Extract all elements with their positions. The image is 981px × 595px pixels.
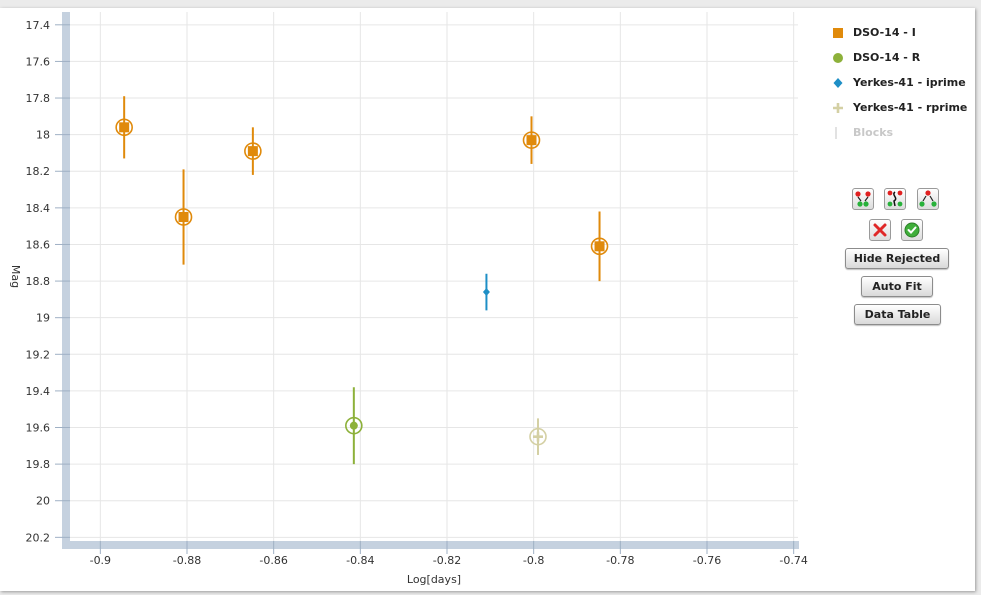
y-tick-label: 18.6 [26, 238, 51, 251]
y-tick-label: 18 [36, 129, 50, 142]
x-tick-label: -0.9 [90, 554, 111, 567]
legend-item[interactable]: DSO-14 - I [832, 25, 972, 50]
square-marker [594, 241, 605, 252]
lasso-select-icon [887, 190, 903, 207]
highlight-ring [115, 118, 133, 137]
light-curve-chart: 17.4 17.6 17.8 18 18.2 18.4 18.6 18.8 19 19.2 19.4… [9, 12, 808, 586]
diamond-legend-icon [833, 78, 843, 88]
select-group-button[interactable] [917, 188, 939, 210]
x-tick-label: -0.86 [259, 554, 287, 567]
data-point[interactable] [244, 127, 262, 175]
series-yerkes-41-iprime [482, 273, 490, 311]
data-point[interactable] [174, 169, 193, 265]
data-point[interactable] [345, 387, 363, 465]
data-table-button[interactable]: Data Table [854, 304, 941, 325]
legend-item[interactable]: Blocks [832, 125, 972, 150]
select-points-button[interactable] [852, 188, 874, 210]
x-tick-label: -0.88 [173, 554, 201, 567]
highlight-ring [522, 131, 541, 149]
square-marker [119, 122, 130, 133]
grid-lines [70, 12, 798, 541]
hide-rejected-button[interactable]: Hide Rejected [845, 248, 949, 269]
series-dso-14-i [115, 96, 609, 282]
y-tick-label: 17.6 [26, 55, 51, 68]
x-tick-label: -0.74 [779, 554, 807, 567]
series-yerkes-41-rprime [529, 418, 547, 455]
x-tick-label: -0.76 [693, 554, 721, 567]
x-tick-labels: -0.9 -0.88 -0.86 -0.84 -0.82 -0.8 -0.78 -0.76 -0… [90, 554, 808, 567]
x-tick-label: -0.84 [346, 554, 374, 567]
x-tick-label: -0.78 [606, 554, 634, 567]
legend-item[interactable]: DSO-14 - R [832, 50, 972, 75]
circle-legend-icon [833, 53, 843, 63]
square-marker [247, 146, 258, 157]
data-point[interactable] [482, 273, 490, 311]
diamond-marker [482, 288, 490, 297]
accept-button[interactable] [901, 219, 923, 241]
reject-button[interactable] [869, 219, 891, 241]
chart-panel: 17.4 17.6 17.8 18 18.2 18.4 18.6 18.8 19 19.2 19.4… [0, 8, 975, 591]
legend-item[interactable]: Yerkes-41 - rprime [832, 100, 972, 125]
legend-label: DSO-14 - R [853, 51, 921, 64]
cross-legend-icon [833, 103, 843, 113]
highlight-ring [529, 427, 547, 446]
legend-label: Yerkes-41 - iprime [853, 76, 966, 89]
auto-fit-button[interactable]: Auto Fit [861, 276, 933, 297]
data-point[interactable] [522, 116, 541, 164]
square-legend-icon [833, 28, 843, 38]
legend-label: DSO-14 - I [853, 26, 916, 39]
y-tick-labels: 17.4 17.6 17.8 18 18.2 18.4 18.6 18.8 19 19.2 19.4… [26, 19, 51, 545]
square-marker [178, 212, 189, 223]
series-dso-14-r [345, 387, 363, 465]
circle-marker [349, 421, 358, 430]
y-tick-label: 18.8 [26, 275, 51, 288]
y-tick-label: 19.4 [26, 385, 51, 398]
legend-label: Yerkes-41 - rprime [853, 101, 968, 114]
y-axis-bar[interactable] [62, 12, 70, 549]
plot-area [70, 12, 798, 541]
legend-item[interactable]: Yerkes-41 - iprime [832, 75, 972, 100]
y-tick-label: 19 [36, 312, 50, 325]
highlight-ring [345, 416, 363, 435]
y-tick-label: 19.2 [26, 348, 51, 361]
x-tick-label: -0.8 [523, 554, 544, 567]
y-axis-title: Mag [9, 265, 22, 288]
y-tick-label: 17.4 [26, 19, 51, 32]
line-legend-icon [835, 127, 837, 139]
data-series[interactable] [115, 96, 609, 465]
accept-check-icon [904, 222, 920, 238]
axes [55, 12, 799, 554]
y-tick-label: 18.4 [26, 202, 51, 215]
y-tick-label: 17.8 [26, 92, 51, 105]
y-tick-label: 19.8 [26, 458, 51, 471]
data-point[interactable] [115, 96, 133, 159]
lasso-select-button[interactable] [884, 188, 906, 210]
x-axis-bar[interactable] [62, 541, 799, 549]
y-tick-label: 20 [36, 495, 50, 508]
y-tick-label: 20.2 [26, 531, 51, 544]
y-tick-label: 19.6 [26, 422, 51, 435]
select-group-icon [919, 190, 937, 207]
highlight-ring [590, 237, 609, 256]
cross-marker [533, 431, 543, 442]
x-tick-label: -0.82 [433, 554, 461, 567]
reject-x-icon [873, 223, 887, 237]
data-point[interactable] [590, 211, 609, 282]
select-points-icon [855, 191, 871, 207]
y-tick-label: 18.2 [26, 165, 51, 178]
highlight-ring [244, 142, 262, 160]
chart-legend: DSO-14 - I DSO-14 - R Yerkes-41 - iprime Ye… [832, 25, 972, 150]
square-marker [526, 135, 537, 146]
legend-label: Blocks [853, 126, 894, 139]
x-axis-title: Log[days] [407, 573, 461, 586]
highlight-ring [174, 208, 193, 226]
data-point[interactable] [529, 418, 547, 455]
